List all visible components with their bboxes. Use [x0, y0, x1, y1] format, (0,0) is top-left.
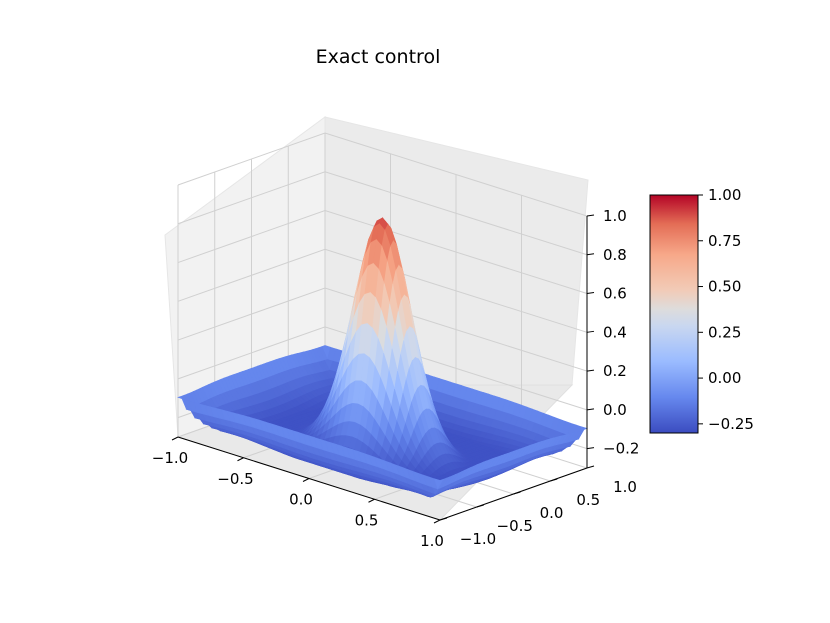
z-tick-mark	[586, 369, 595, 372]
x-tick-label: 1.0	[420, 532, 444, 550]
y-tick-label: −1.0	[460, 530, 496, 548]
chart-title: Exact control	[316, 46, 441, 68]
y-tick-mark	[586, 465, 595, 469]
z-tick-mark	[586, 214, 595, 217]
colorbar-tick-label: 0.25	[708, 323, 741, 341]
y-tick-label: −0.5	[497, 517, 533, 535]
z-tick-label: −0.2	[603, 440, 639, 458]
z-tick-label: 0.0	[603, 401, 627, 419]
grid-line	[177, 287, 588, 372]
z-tick-label: 1.0	[603, 207, 627, 225]
z-tick-label: 0.6	[603, 285, 627, 303]
z-tick-mark	[586, 292, 595, 295]
x-tick-mark	[171, 436, 179, 441]
colorbar-tick-label: 0.50	[708, 278, 741, 296]
x-tick-label: −1.0	[152, 449, 188, 467]
grid-line	[177, 210, 588, 295]
z-tick-mark	[586, 408, 595, 411]
grid-line	[177, 326, 588, 411]
x-tick-mark	[433, 519, 441, 524]
x-tick-mark	[302, 478, 310, 482]
z-tick-label: 0.8	[603, 246, 627, 264]
grid-line	[177, 171, 588, 256]
z-tick-label: 0.4	[603, 323, 627, 341]
colorbar	[649, 194, 699, 434]
y-tick-mark	[439, 517, 448, 521]
y-tick-label: 0.5	[576, 491, 600, 509]
grid-line	[177, 248, 588, 333]
y-tick-mark	[550, 478, 558, 482]
y-tick-mark	[513, 491, 521, 495]
x-tick-mark	[368, 498, 375, 503]
grid-line	[177, 132, 588, 217]
z-tick-label: 0.2	[603, 362, 627, 380]
x-tick-label: 0.0	[289, 491, 313, 509]
tick-labels: −1.0−0.50.00.51.0 −1.0−0.50.00.51.0−0.20.…	[152, 207, 640, 550]
colorbar-tick-label: 0.75	[708, 232, 741, 250]
colorbar-tick-label: −0.25	[708, 415, 754, 433]
z-tick-mark	[586, 447, 595, 450]
surface-patch	[434, 478, 444, 490]
surface-mesh	[177, 217, 588, 498]
x-tick-mark	[237, 457, 244, 462]
y-tick-mark	[476, 504, 484, 508]
z-tick-mark	[586, 253, 595, 256]
colorbar-tick-label: 1.00	[708, 186, 741, 204]
y-tick-label: 1.0	[613, 478, 637, 496]
x-tick-label: −0.5	[217, 470, 253, 488]
colorbar-tick-label: 0.00	[708, 369, 741, 387]
colorbar-ticks: −0.25 0.00 0.25 0.50 0.75 1.00	[698, 186, 754, 433]
y-tick-label: 0.0	[540, 504, 564, 522]
z-tick-mark	[586, 330, 595, 333]
x-tick-label: 0.5	[355, 511, 379, 529]
